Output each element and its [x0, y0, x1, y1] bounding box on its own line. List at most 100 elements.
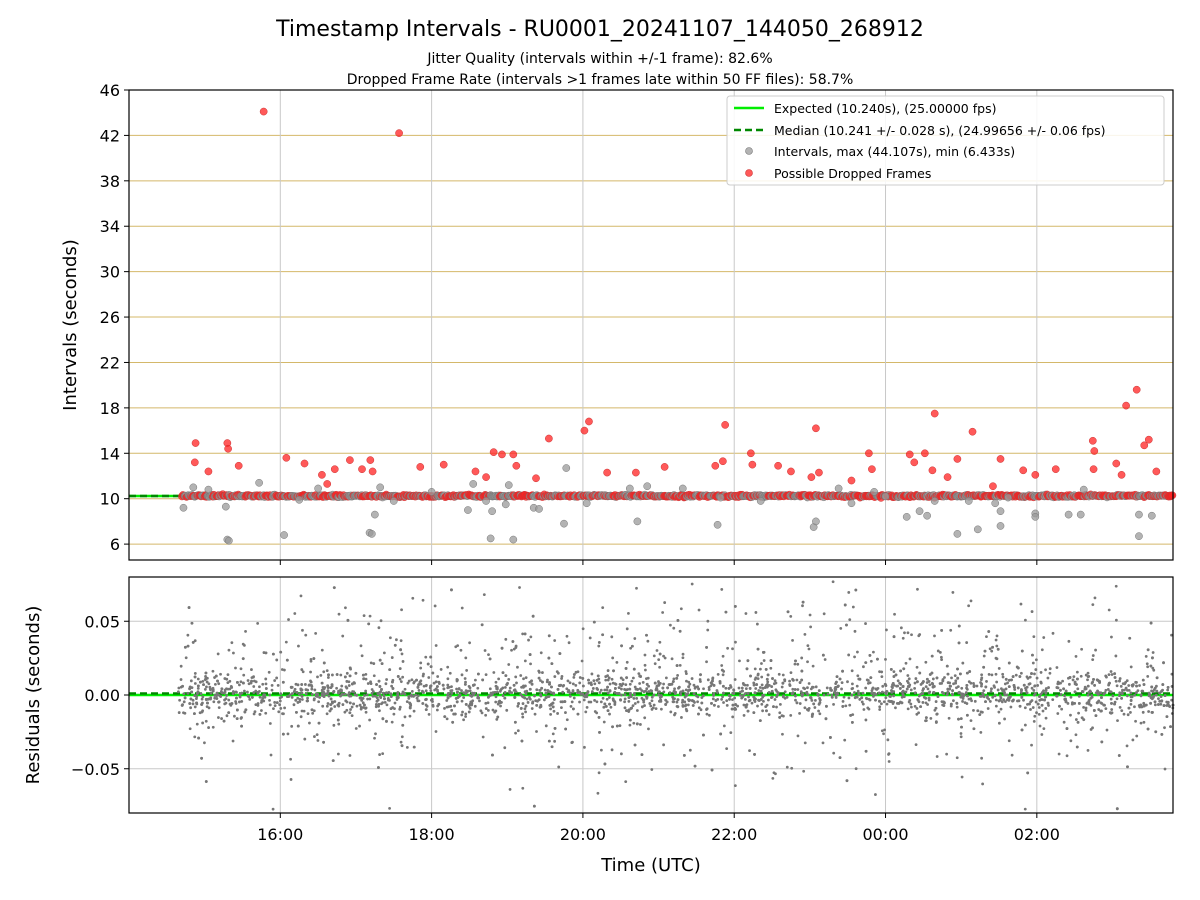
residual-point	[297, 644, 300, 648]
residual-point	[333, 705, 337, 708]
residual-point	[326, 689, 330, 693]
residual-point	[1024, 686, 1027, 690]
residual-point	[918, 671, 922, 675]
residual-point	[959, 717, 963, 721]
residual-point	[473, 704, 477, 708]
residual-point	[607, 696, 611, 699]
residual-point	[960, 775, 964, 779]
residual-point	[550, 745, 554, 749]
residual-point	[769, 666, 773, 670]
residual-point	[405, 746, 409, 749]
residual-point	[531, 614, 535, 618]
residual-point	[570, 741, 574, 745]
residual-point	[386, 696, 390, 700]
interval-point	[469, 480, 478, 488]
residual-point	[1074, 654, 1078, 658]
residual-point	[1118, 694, 1121, 698]
residual-point	[1114, 679, 1118, 683]
residual-point	[550, 685, 553, 689]
residual-point	[345, 686, 349, 690]
residual-point	[976, 709, 980, 713]
residual-point	[608, 682, 612, 686]
residual-point	[1001, 672, 1005, 676]
residual-point	[1094, 714, 1098, 718]
residual-point	[501, 694, 505, 697]
residual-point	[809, 625, 813, 629]
residual-point	[675, 676, 679, 680]
residual-point	[396, 691, 400, 694]
residual-point	[702, 733, 705, 737]
residual-point	[770, 689, 774, 693]
residual-point	[296, 724, 300, 728]
residual-point	[481, 678, 485, 682]
residual-point	[681, 689, 685, 693]
top-y-tick-label: 34	[100, 217, 120, 236]
residual-point	[566, 679, 570, 683]
residual-point	[604, 678, 608, 682]
residual-point	[347, 684, 351, 687]
residual-point	[312, 709, 316, 713]
residual-point	[551, 732, 555, 736]
residual-point	[524, 704, 528, 708]
residual-point	[315, 733, 319, 737]
residual-point	[204, 697, 208, 701]
residual-point	[957, 717, 960, 721]
residual-point	[1042, 727, 1046, 731]
residual-point	[290, 692, 294, 696]
residual-point	[544, 724, 548, 728]
interval-point	[488, 507, 496, 516]
residual-point	[504, 637, 508, 641]
residual-point	[892, 690, 896, 693]
residual-point	[313, 688, 317, 692]
residual-point	[508, 690, 512, 694]
residual-point	[684, 703, 688, 707]
residual-point	[917, 634, 921, 638]
residual-point	[374, 705, 378, 709]
residual-point	[970, 699, 973, 703]
residual-point	[794, 698, 797, 702]
residual-point	[209, 696, 213, 700]
residual-point	[988, 647, 992, 651]
residual-point	[1114, 584, 1118, 588]
residual-point	[207, 706, 211, 710]
residual-point	[306, 696, 309, 700]
residual-point	[969, 719, 973, 723]
interval-point	[1135, 532, 1143, 541]
residual-point	[429, 689, 433, 693]
residual-point	[498, 690, 502, 693]
residual-point	[523, 659, 527, 663]
residual-point	[363, 703, 366, 707]
residual-point	[424, 697, 428, 701]
residual-point	[752, 681, 756, 685]
residual-point	[766, 673, 770, 677]
residual-point	[759, 689, 763, 693]
residual-point	[1126, 765, 1129, 769]
residual-point	[514, 731, 517, 735]
residual-point	[523, 696, 527, 700]
residual-point	[1034, 700, 1038, 704]
residual-point	[1032, 720, 1036, 723]
residual-point	[680, 701, 684, 704]
residual-point	[955, 756, 959, 760]
residual-point	[1125, 744, 1129, 748]
residual-point	[1116, 719, 1119, 722]
residual-point	[401, 675, 405, 679]
residual-point	[206, 701, 209, 705]
residual-point	[189, 706, 193, 710]
residual-point	[623, 706, 627, 710]
residual-point	[535, 688, 539, 692]
residual-point	[216, 679, 219, 683]
residual-point	[1154, 693, 1158, 697]
residual-point	[381, 691, 385, 695]
residual-point	[847, 696, 851, 700]
residual-point	[641, 680, 645, 684]
residual-point	[854, 695, 858, 698]
residual-point	[326, 676, 330, 679]
residual-point	[400, 735, 404, 739]
residual-point	[872, 691, 876, 695]
residual-point	[1001, 675, 1005, 679]
residual-point	[399, 680, 403, 684]
residual-point	[882, 700, 886, 704]
residual-point	[665, 700, 669, 704]
residual-point	[731, 691, 735, 695]
